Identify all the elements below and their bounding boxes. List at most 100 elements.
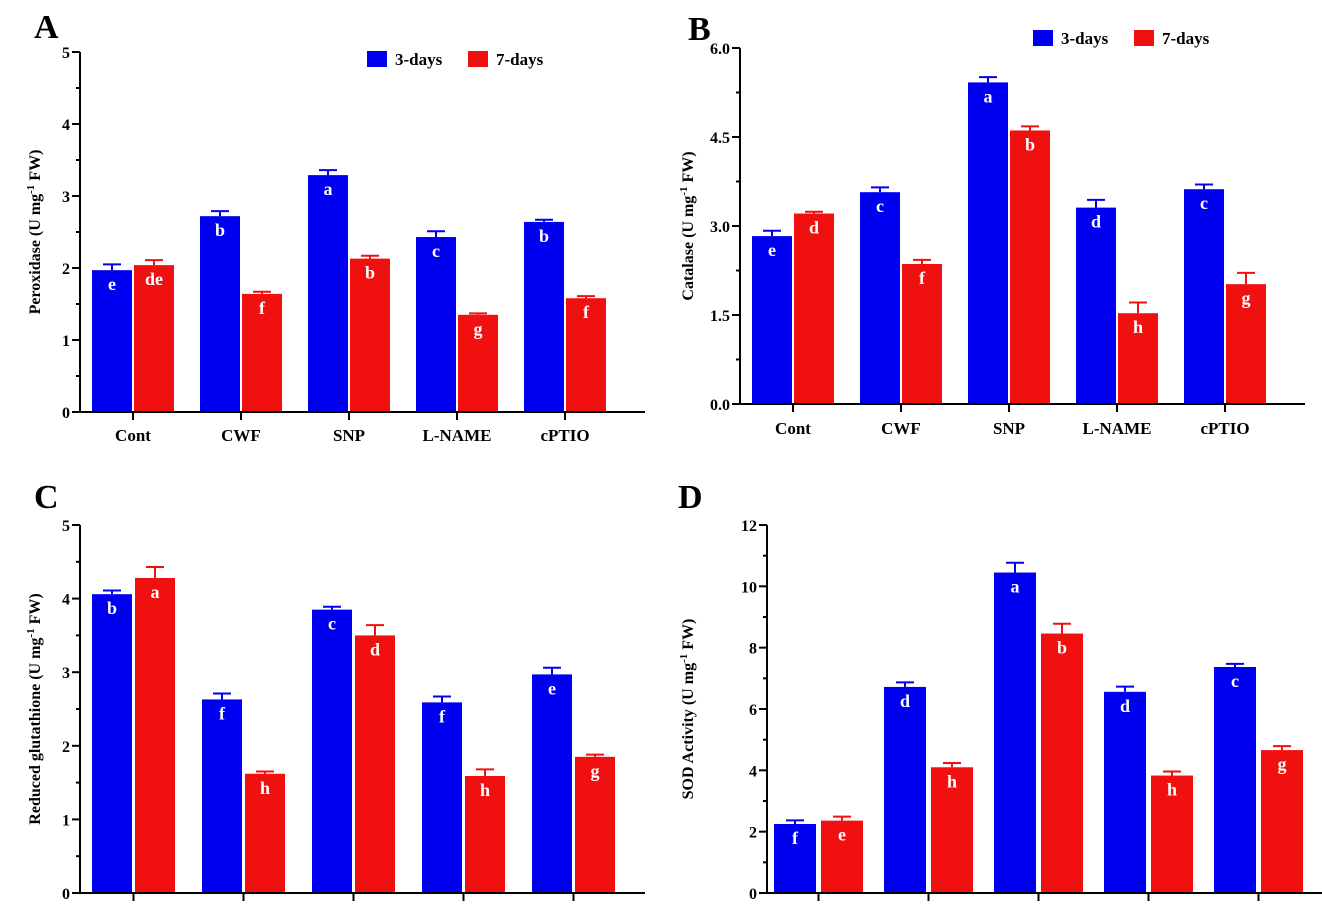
significance-letter: g bbox=[474, 319, 483, 339]
y-tick-label: 3 bbox=[62, 189, 70, 206]
y-tick-label: 0 bbox=[62, 405, 70, 422]
significance-letter: h bbox=[260, 778, 270, 798]
bar-7-days-CWF bbox=[242, 293, 282, 412]
significance-letter: e bbox=[768, 240, 776, 260]
significance-letter: g bbox=[1242, 288, 1251, 308]
x-tick-label: L-NAME bbox=[423, 426, 492, 445]
panel-d: D SOD Activity (U mg-1 FW) 0 2 4 6 8 10 12 f e d h a b… bbox=[678, 479, 1322, 903]
bar-series-2-group-4 bbox=[465, 775, 505, 893]
bar-3-days-CWF bbox=[860, 192, 900, 404]
panel-b: B Catalase (U mg-1 FW) 0.0 1.5 3.0 4.5 6.0 e d Co… bbox=[678, 11, 1305, 438]
significance-letter: b bbox=[1057, 638, 1067, 658]
bar-series-2-group-4 bbox=[1151, 775, 1193, 893]
panel-letter: C bbox=[34, 479, 59, 516]
y-tick-label: 12 bbox=[741, 518, 757, 535]
y-axis-label: Catalase (U mg-1 FW) bbox=[678, 151, 697, 300]
significance-letter: h bbox=[947, 771, 957, 791]
significance-letter: c bbox=[1231, 671, 1239, 691]
significance-letter: f bbox=[259, 298, 266, 318]
bar-series-1-group-3 bbox=[994, 572, 1036, 893]
y-tick-label: 5 bbox=[62, 45, 70, 62]
bar-series-2-group-2 bbox=[931, 767, 973, 893]
bar-series-2-group-3 bbox=[1041, 633, 1083, 893]
bar-series-2-group-1 bbox=[135, 577, 175, 893]
significance-letter: d bbox=[370, 639, 380, 659]
bar-series-2-group-5 bbox=[575, 756, 615, 893]
significance-letter: b bbox=[215, 220, 225, 240]
significance-letter: e bbox=[548, 678, 556, 698]
bar-3-days-L-NAME bbox=[1076, 207, 1116, 404]
significance-letter: f bbox=[919, 268, 926, 288]
significance-letter: b bbox=[1025, 134, 1035, 154]
x-tick-label: CWF bbox=[881, 419, 921, 438]
bar-7-days-Cont bbox=[794, 213, 834, 404]
panel-c: C Reduced glutathione (U mg-1 FW) 0 1 2 3 4 5 b a… bbox=[25, 479, 645, 903]
axes bbox=[766, 525, 1322, 894]
legend-label: 3-days bbox=[395, 50, 443, 69]
significance-letter: a bbox=[324, 179, 333, 199]
bar-series-2-group-1 bbox=[821, 820, 863, 893]
legend-swatch bbox=[468, 51, 488, 67]
legend-swatch bbox=[367, 51, 387, 67]
x-tick-label: SNP bbox=[993, 419, 1025, 438]
legend-swatch bbox=[1134, 30, 1154, 46]
y-tick-label: 0.0 bbox=[710, 397, 730, 414]
significance-letter: a bbox=[1011, 577, 1020, 597]
y-tick-label: 4 bbox=[62, 117, 70, 134]
legend-label: 3-days bbox=[1061, 29, 1109, 48]
y-tick-label: 3 bbox=[62, 665, 70, 682]
y-tick-label: 1 bbox=[62, 333, 70, 350]
bar-3-days-Cont bbox=[92, 270, 132, 412]
y-tick-label: 4 bbox=[62, 592, 70, 609]
y-tick-label: 1.5 bbox=[710, 308, 730, 325]
bar-series-1-group-1 bbox=[774, 824, 816, 893]
y-tick-label: 6.0 bbox=[710, 41, 730, 58]
significance-letter: h bbox=[1167, 780, 1177, 800]
significance-letter: b bbox=[539, 226, 549, 246]
bar-3-days-CWF bbox=[200, 216, 240, 412]
bar-3-days-cPTIO bbox=[1184, 189, 1224, 404]
y-tick-label: 0 bbox=[62, 886, 70, 903]
significance-letter: de bbox=[145, 269, 163, 289]
significance-letter: d bbox=[1120, 696, 1130, 716]
significance-letter: b bbox=[107, 598, 117, 618]
significance-letter: f bbox=[219, 703, 226, 723]
significance-letter: h bbox=[1133, 317, 1143, 337]
significance-letter: d bbox=[809, 218, 819, 238]
significance-letter: e bbox=[838, 825, 846, 845]
x-tick-label: CWF bbox=[221, 426, 261, 445]
bar-7-days-L-NAME bbox=[458, 314, 498, 412]
bar-series-1-group-2 bbox=[202, 699, 242, 893]
x-tick-label: Cont bbox=[115, 426, 151, 445]
y-tick-label: 4 bbox=[749, 763, 757, 780]
significance-letter: f bbox=[439, 706, 446, 726]
bar-3-days-SNP bbox=[968, 82, 1008, 404]
significance-letter: e bbox=[108, 274, 116, 294]
significance-letter: f bbox=[792, 828, 799, 848]
significance-letter: c bbox=[328, 614, 336, 634]
significance-letter: a bbox=[151, 582, 160, 602]
bar-series-2-group-2 bbox=[245, 773, 285, 893]
significance-letter: h bbox=[480, 780, 490, 800]
axes bbox=[739, 48, 1305, 405]
y-tick-label: 1 bbox=[62, 812, 70, 829]
panel-letter: D bbox=[678, 479, 703, 516]
panel-a: A Peroxidase (U mg-1 FW) 0 1 2 3 4 5 e de Cont b f CW… bbox=[25, 9, 645, 445]
x-tick-label: SNP bbox=[333, 426, 365, 445]
bar-7-days-cPTIO bbox=[566, 298, 606, 412]
bar-3-days-L-NAME bbox=[416, 237, 456, 412]
significance-letter: c bbox=[876, 196, 884, 216]
bar-series-1-group-3 bbox=[312, 609, 352, 893]
significance-letter: a bbox=[984, 86, 993, 106]
y-tick-label: 2 bbox=[749, 825, 757, 842]
bar-series-2-group-3 bbox=[355, 635, 395, 893]
significance-letter: c bbox=[432, 241, 440, 261]
axes bbox=[79, 525, 645, 894]
legend-swatch bbox=[1033, 30, 1053, 46]
y-tick-label: 4.5 bbox=[710, 130, 730, 147]
y-axis-label: SOD Activity (U mg-1 FW) bbox=[678, 619, 697, 800]
bar-3-days-cPTIO bbox=[524, 221, 564, 412]
y-tick-label: 8 bbox=[749, 641, 757, 658]
x-tick-label: Cont bbox=[775, 419, 811, 438]
